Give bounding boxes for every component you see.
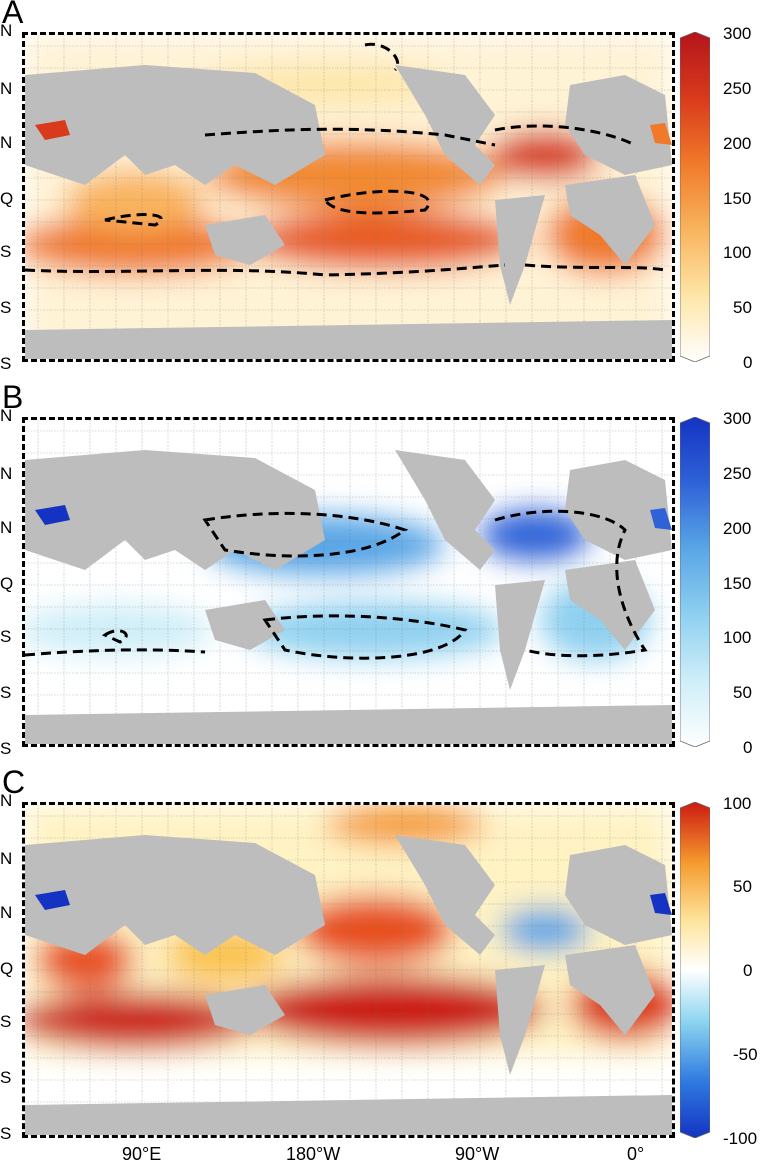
latitude-tick: N xyxy=(0,791,13,810)
latitude-tick: N xyxy=(0,518,13,537)
colorbar-tick: 50 xyxy=(733,298,752,317)
latitude-tick: N xyxy=(0,21,13,40)
colorbar-tick: -100 xyxy=(723,1129,758,1148)
colorbar-tick: 150 xyxy=(723,189,752,208)
land xyxy=(25,450,672,744)
colorbar-tick: 50 xyxy=(733,683,752,702)
colorbar-tick: 100 xyxy=(723,628,752,647)
panel-a: A N N N Q S S S xyxy=(0,0,780,380)
contour-lines xyxy=(25,509,648,660)
colorbar-tick: 200 xyxy=(723,519,752,538)
panel-c: C N N N Q S S S xyxy=(0,764,780,1150)
colorbar-tick: 100 xyxy=(723,794,752,813)
colorbar-tick: 0 xyxy=(743,961,753,980)
colorbar-tick: 250 xyxy=(723,79,752,98)
colorbar-tick: 300 xyxy=(723,409,752,428)
longitude-tick: 90°W xyxy=(455,1144,500,1164)
latitude-tick: S xyxy=(0,683,12,702)
colorbar-tick: -50 xyxy=(733,1045,758,1064)
colorbar-b xyxy=(680,417,710,747)
latitude-tick: S xyxy=(0,739,12,758)
latitude-tick: Q xyxy=(0,574,14,593)
land xyxy=(25,65,672,359)
panel-letter: B xyxy=(2,379,24,415)
colorbar-tick: 0 xyxy=(743,353,753,372)
colorbar-tick: 200 xyxy=(723,134,752,153)
colorbar-c xyxy=(680,802,710,1138)
colorbar-tick: 50 xyxy=(733,877,752,896)
colorbar-tick: 100 xyxy=(723,243,752,262)
land xyxy=(25,835,672,1135)
longitude-tick: 0° xyxy=(627,1144,645,1164)
map-b xyxy=(22,417,675,747)
panel-letter: A xyxy=(2,0,24,30)
latitude-tick: N xyxy=(0,903,13,922)
panel-letter: C xyxy=(2,764,26,800)
colorbar-a xyxy=(680,32,710,362)
latitude-tick: S xyxy=(0,354,12,373)
latitude-tick: S xyxy=(0,1124,12,1143)
latitude-tick: S xyxy=(0,1068,12,1087)
longitude-tick: 90°E xyxy=(122,1144,162,1164)
colorbar-tick: 0 xyxy=(743,738,753,757)
latitude-tick: S xyxy=(0,627,12,646)
latitude-tick: N xyxy=(0,464,13,483)
latitude-tick: S xyxy=(0,298,12,317)
latitude-tick: Q xyxy=(0,959,14,978)
latitude-tick: N xyxy=(0,849,13,868)
map-a xyxy=(22,32,675,362)
latitude-tick: N xyxy=(0,133,13,152)
longitude-tick: 180°W xyxy=(286,1144,341,1164)
colorbar-tick: 250 xyxy=(723,464,752,483)
latitude-tick: S xyxy=(0,1012,12,1031)
panel-b: B N N N Q S S S xyxy=(0,379,780,765)
colorbar-tick: 300 xyxy=(723,24,752,43)
latitude-tick: Q xyxy=(0,189,14,208)
latitude-tick: N xyxy=(0,79,13,98)
map-c xyxy=(22,802,675,1138)
contour-lines xyxy=(25,42,666,277)
colorbar-tick: 150 xyxy=(723,574,752,593)
latitude-tick: N xyxy=(0,406,13,425)
latitude-tick: S xyxy=(0,242,12,261)
